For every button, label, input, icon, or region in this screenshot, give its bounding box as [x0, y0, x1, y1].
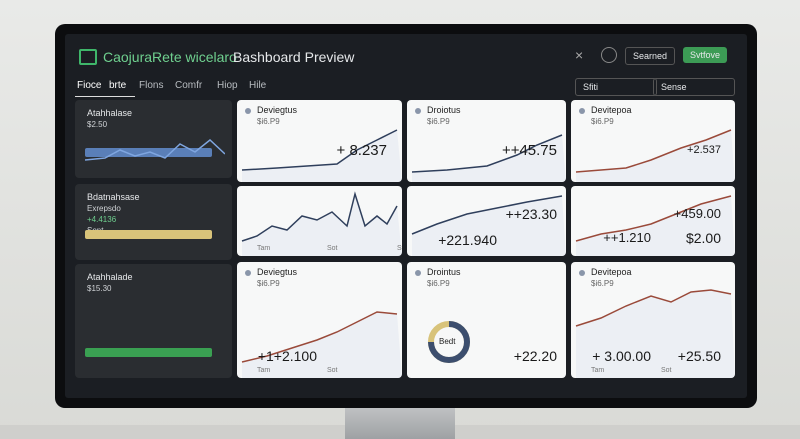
card-subtitle: $i6.P9	[257, 279, 280, 288]
dashboard-card[interactable]: Devitepoa $i6.P9 + 3.00.00 +25.50 Tam Sot	[571, 262, 735, 378]
dashboard-card[interactable]: Droiotus $i6.P9 ++45.75	[407, 100, 566, 182]
wallet-line: +4.4136	[87, 215, 117, 224]
tab[interactable]: Comfr	[175, 80, 203, 91]
wallet-title: Atahhalase	[87, 108, 133, 118]
dashboard-card[interactable]: +459.00 ++1.210 $2.00	[571, 186, 735, 256]
card-subtitle: $i6.P9	[427, 279, 450, 288]
card-dot	[579, 108, 585, 114]
dashboard-card[interactable]: Tam Sot Sff	[237, 186, 402, 256]
card-value: + 3.00.00	[592, 348, 651, 364]
card-value: +459.00	[673, 206, 721, 221]
dashboard-card[interactable]: Deviegtus $i6.P9 +1+2.100 Tam Sot	[237, 262, 402, 378]
card-value: +2.537	[687, 144, 721, 156]
donut-label: Bedt	[439, 337, 456, 346]
card-title: Devitepoa	[591, 105, 632, 115]
card-subtitle: $i6.P9	[591, 117, 614, 126]
card-value: ++23.30	[505, 206, 557, 222]
brand: CaojuraRete wicelaro	[103, 49, 237, 65]
card-dot	[415, 270, 421, 276]
card-chart	[575, 195, 735, 256]
page-title: Bashboard Preview	[233, 49, 355, 65]
tab[interactable]: Hile	[249, 80, 267, 91]
card-chart	[241, 311, 402, 378]
axis-label: Tam	[257, 245, 271, 252]
card-title: Devitepoa	[591, 267, 632, 277]
axis-label: Tam	[591, 367, 605, 374]
axis-label: Sff	[397, 245, 402, 252]
tab[interactable]: Fioce	[77, 80, 102, 91]
card-title: Drointus	[427, 267, 461, 277]
card-value: +25.50	[677, 348, 721, 364]
card-value: $2.00	[685, 230, 721, 246]
wallet-line: $2.50	[87, 120, 108, 129]
wallet-title: Atahhalade	[87, 272, 133, 282]
axis-label: Sot	[327, 367, 338, 374]
axis-label: Tam	[257, 367, 271, 374]
tab-underline	[75, 96, 135, 97]
search-button[interactable]: Searned	[625, 47, 676, 65]
card-title: Droiotus	[427, 105, 461, 115]
wallet-title: Bdatnahsase	[87, 192, 140, 202]
card-value: ++1.210	[603, 230, 651, 245]
wallet-line: $15.30	[87, 284, 112, 293]
card-value: +22.20	[513, 348, 557, 364]
card-title: Deviegtus	[257, 267, 298, 277]
screen: CaojuraRete wicelaro Bashboard Preview ×…	[65, 34, 747, 398]
monitor-stand	[345, 408, 455, 439]
card-value: ++45.75	[501, 142, 557, 159]
card-value: +1+2.100	[257, 348, 317, 364]
dashboard-card[interactable]: Deviegtus $i6.P9 + 8.237	[237, 100, 402, 182]
card-chart	[575, 289, 735, 378]
card-chart	[411, 134, 566, 182]
dashboard-card[interactable]: Devitepoa $i6.P9 +2.537	[571, 100, 735, 182]
tab[interactable]: Hiop	[217, 80, 238, 91]
card-chart	[241, 129, 402, 182]
wallet-stripe	[85, 230, 212, 239]
wallet-stripe	[85, 348, 212, 357]
close-icon[interactable]: ×	[575, 47, 584, 63]
card-dot	[245, 108, 251, 114]
card-value: + 8.237	[336, 142, 387, 159]
axis-label: Sot	[661, 367, 672, 374]
axis-label: Sot	[327, 245, 338, 252]
card-chart	[575, 129, 735, 182]
dashboard-card[interactable]: Drointus $i6.P9 Bedt +22.20	[407, 262, 566, 378]
wallet-card[interactable]: Atahhalase $2.50	[75, 100, 232, 178]
wallet-line: Exrepsdo	[87, 204, 121, 213]
card-chart	[428, 321, 470, 363]
save-button[interactable]: Svtfove	[683, 47, 728, 63]
card-chart	[241, 191, 402, 256]
tab[interactable]: brte	[109, 80, 127, 91]
card-chart	[411, 195, 566, 256]
dashboard-card[interactable]: ++23.30 +221.940	[407, 186, 566, 256]
card-dot	[579, 270, 585, 276]
search-box[interactable]: Sfiti	[575, 78, 657, 96]
wallet-card[interactable]: Atahhalade $15.30	[75, 264, 232, 378]
card-dot	[415, 108, 421, 114]
card-dot	[245, 270, 251, 276]
wallet-sparkline	[85, 139, 225, 161]
card-title: Deviegtus	[257, 105, 298, 115]
settings-icon[interactable]	[601, 47, 617, 63]
logo	[79, 49, 97, 65]
filter-dropdown[interactable]: Sense	[653, 78, 735, 96]
card-value: +221.940	[438, 232, 497, 248]
card-subtitle: $i6.P9	[427, 117, 450, 126]
card-subtitle: $i6.P9	[591, 279, 614, 288]
tab[interactable]: Flons	[139, 80, 164, 91]
card-subtitle: $i6.P9	[257, 117, 280, 126]
